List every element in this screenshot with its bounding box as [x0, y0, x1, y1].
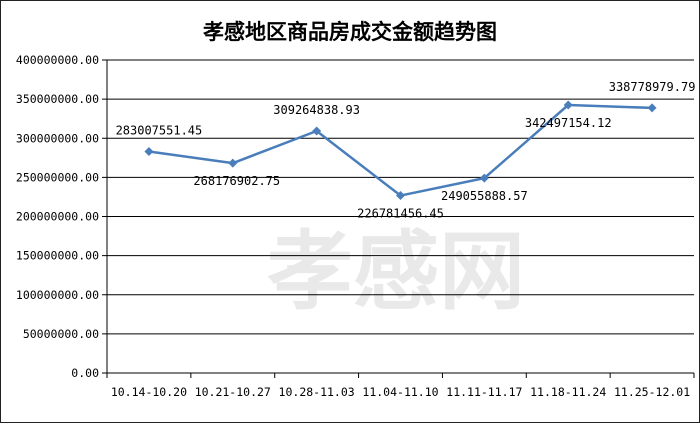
- x-tick-label: 10.14-10.20: [111, 385, 187, 399]
- y-tick-label: 300000000.00: [16, 131, 99, 145]
- chart-title: 孝感地区商品房成交金额趋势图: [203, 19, 497, 44]
- x-tick-label: 11.11-11.17: [446, 385, 522, 399]
- axes: [102, 59, 695, 378]
- y-tick-label: 0.00: [71, 366, 99, 380]
- x-tick-label: 11.18-11.24: [530, 385, 606, 399]
- grid-lines: [107, 59, 694, 335]
- data-label: 226781456.45: [357, 207, 444, 221]
- x-tick-label: 11.25-12.01: [614, 385, 690, 399]
- x-tick-label: 11.04-11.10: [362, 385, 438, 399]
- data-point: [228, 158, 238, 168]
- data-label: 309264838.93: [273, 103, 360, 117]
- data-label: 342497154.12: [525, 116, 612, 130]
- y-tick-label: 350000000.00: [16, 92, 99, 106]
- x-tick-label: 10.28-11.03: [279, 385, 355, 399]
- data-label: 249055888.57: [441, 189, 528, 203]
- y-tick-label: 250000000.00: [16, 170, 99, 184]
- data-point: [396, 191, 405, 201]
- y-tick-label: 200000000.00: [16, 210, 99, 224]
- data-point: [144, 147, 154, 157]
- data-point: [647, 103, 657, 113]
- y-tick-label: 400000000.00: [16, 53, 99, 67]
- data-labels: 283007551.45 268176902.75 309264838.93 2267…: [116, 80, 696, 221]
- y-tick-labels: 0.00 50000000.00 100000000.00 150000000.00 2…: [16, 53, 99, 380]
- data-label: 283007551.45: [116, 124, 203, 138]
- data-label: 338778979.79: [609, 80, 696, 94]
- y-tick-label: 100000000.00: [16, 288, 99, 302]
- y-tick-label: 50000000.00: [23, 327, 99, 341]
- data-point: [479, 173, 489, 183]
- watermark-logo: 孝感网: [267, 222, 525, 322]
- data-label: 268176902.75: [193, 174, 280, 188]
- y-tick-label: 150000000.00: [16, 249, 99, 263]
- x-tick-label: 10.21-10.27: [195, 385, 271, 399]
- series-points: [144, 100, 657, 201]
- data-point: [563, 100, 573, 110]
- x-tick-labels: 10.14-10.20 10.21-10.27 10.28-11.03 11.04-1…: [111, 385, 690, 399]
